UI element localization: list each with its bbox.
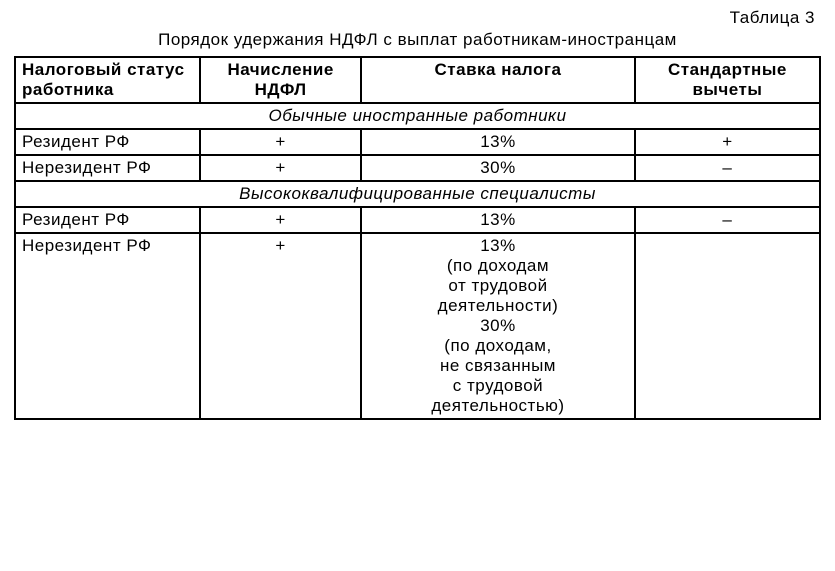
cell-status: Резидент РФ xyxy=(15,129,200,155)
rate-line: (по доходам xyxy=(368,256,628,276)
table-row: Резидент РФ + 13% + xyxy=(15,129,820,155)
cell-deductions: – xyxy=(635,155,820,181)
tax-table: Налоговый статус работника Начисление НД… xyxy=(14,56,821,420)
cell-accrual: + xyxy=(200,155,361,181)
cell-accrual: + xyxy=(200,129,361,155)
cell-accrual: + xyxy=(200,207,361,233)
table-row: Резидент РФ + 13% – xyxy=(15,207,820,233)
cell-rate: 13% xyxy=(361,129,635,155)
cell-rate: 13% (по доходам от трудовой деятельности… xyxy=(361,233,635,419)
table-row: Нерезидент РФ + 13% (по доходам от трудо… xyxy=(15,233,820,419)
rate-line: деятельностью) xyxy=(368,396,628,416)
rate-line: 30% xyxy=(368,316,628,336)
rate-line: деятельности) xyxy=(368,296,628,316)
col-status: Налоговый статус работника xyxy=(15,57,200,103)
rate-line: (по доходам, xyxy=(368,336,628,356)
rate-line: 13% xyxy=(368,236,628,256)
table-row: Нерезидент РФ + 30% – xyxy=(15,155,820,181)
cell-deductions: – xyxy=(635,207,820,233)
table-number: Таблица 3 xyxy=(14,8,815,28)
cell-accrual: + xyxy=(200,233,361,419)
section-heading-text: Высококвалифицированные специалисты xyxy=(15,181,820,207)
cell-rate: 30% xyxy=(361,155,635,181)
section-heading-text: Обычные иностранные работники xyxy=(15,103,820,129)
cell-deductions xyxy=(635,233,820,419)
cell-status: Нерезидент РФ xyxy=(15,155,200,181)
section-heading: Обычные иностранные работники xyxy=(15,103,820,129)
rate-line: от трудовой xyxy=(368,276,628,296)
rate-line: не связанным xyxy=(368,356,628,376)
table-title: Порядок удержания НДФЛ с выплат работник… xyxy=(14,30,821,50)
cell-status: Нерезидент РФ xyxy=(15,233,200,419)
col-accrual: Начисление НДФЛ xyxy=(200,57,361,103)
col-deductions: Стандартные вычеты xyxy=(635,57,820,103)
cell-deductions: + xyxy=(635,129,820,155)
rate-line: с трудовой xyxy=(368,376,628,396)
cell-rate: 13% xyxy=(361,207,635,233)
col-rate: Ставка налога xyxy=(361,57,635,103)
section-heading: Высококвалифицированные специалисты xyxy=(15,181,820,207)
header-row: Налоговый статус работника Начисление НД… xyxy=(15,57,820,103)
cell-status: Резидент РФ xyxy=(15,207,200,233)
